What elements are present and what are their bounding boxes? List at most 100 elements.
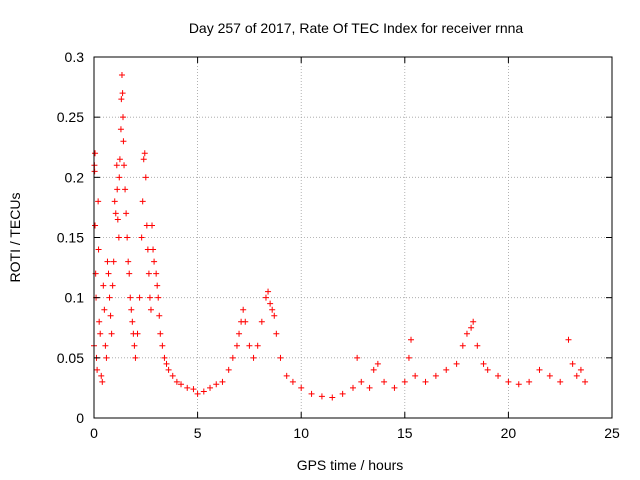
data-point	[100, 282, 107, 289]
data-point	[112, 210, 119, 217]
data-point	[329, 394, 336, 401]
data-point	[165, 366, 172, 373]
data-point	[119, 90, 126, 97]
data-point	[370, 366, 377, 373]
data-point	[127, 294, 134, 301]
data-point	[184, 384, 191, 391]
data-point	[225, 366, 232, 373]
data-point	[194, 390, 201, 397]
data-point	[142, 174, 149, 181]
data-point	[443, 366, 450, 373]
data-point	[318, 393, 325, 400]
data-point	[350, 384, 356, 391]
data-point	[408, 336, 415, 343]
data-point	[262, 294, 269, 301]
x-tick-label: 20	[501, 425, 517, 441]
data-point	[157, 330, 164, 337]
data-point	[150, 246, 157, 253]
data-point	[271, 312, 278, 319]
data-point	[128, 306, 135, 313]
data-point	[129, 318, 136, 325]
data-point	[219, 378, 226, 385]
data-point	[242, 318, 249, 325]
data-point	[105, 270, 112, 277]
data-point	[536, 366, 543, 373]
data-point	[95, 246, 102, 253]
data-point	[366, 384, 373, 391]
data-point	[401, 378, 408, 385]
data-point	[169, 372, 176, 379]
data-point	[94, 366, 101, 373]
data-point	[254, 342, 261, 349]
x-tick-label: 0	[90, 425, 98, 441]
data-point	[104, 258, 111, 265]
data-point	[153, 270, 160, 277]
data-point	[358, 378, 365, 385]
data-point	[95, 198, 102, 205]
data-point	[138, 234, 145, 241]
data-point	[108, 330, 115, 337]
y-tick-label: 0.15	[57, 230, 84, 246]
data-point	[474, 342, 481, 349]
data-point	[145, 270, 152, 277]
data-point	[113, 162, 120, 169]
x-axis-label: GPS time / hours	[297, 457, 404, 473]
data-point	[258, 318, 265, 325]
data-point	[123, 210, 130, 217]
data-point	[374, 360, 381, 367]
data-point	[96, 318, 103, 325]
chart-title: Day 257 of 2017, Rate Of TEC Index for r…	[189, 20, 524, 36]
data-point	[120, 114, 127, 121]
data-point	[114, 216, 121, 223]
data-point	[480, 360, 487, 367]
data-point	[102, 342, 109, 349]
x-tick-label: 5	[194, 425, 202, 441]
x-tick-label: 15	[397, 425, 413, 441]
data-point	[505, 378, 512, 385]
data-point	[178, 381, 185, 388]
data-point	[391, 384, 398, 391]
data-point	[557, 378, 564, 385]
data-point	[495, 372, 502, 379]
data-point	[118, 72, 125, 79]
data-points	[91, 72, 589, 401]
data-point	[91, 168, 98, 175]
data-point	[117, 126, 124, 133]
data-point	[173, 378, 180, 385]
data-point	[110, 258, 117, 265]
data-point	[207, 384, 214, 391]
data-point	[432, 372, 439, 379]
data-point	[213, 381, 220, 388]
data-point	[116, 174, 123, 181]
data-point	[298, 384, 305, 391]
data-point	[463, 330, 470, 337]
data-point	[125, 258, 132, 265]
x-tick-label: 10	[293, 425, 309, 441]
data-point	[289, 378, 296, 385]
data-point	[109, 282, 116, 289]
data-point	[412, 372, 419, 379]
data-point	[233, 342, 240, 349]
data-point	[111, 198, 118, 205]
y-tick-label: 0.1	[65, 290, 85, 306]
data-point	[422, 378, 429, 385]
data-point	[146, 294, 153, 301]
data-point	[132, 354, 139, 361]
data-point	[121, 162, 128, 169]
y-axis-label: ROTI / TECUs	[7, 193, 23, 283]
data-point	[101, 306, 108, 313]
x-tick-label: 25	[604, 425, 620, 441]
data-point	[106, 294, 113, 301]
data-point	[131, 342, 138, 349]
data-point	[147, 306, 154, 313]
data-point	[136, 294, 143, 301]
data-point	[154, 282, 161, 289]
grid-lines	[94, 57, 612, 418]
data-point	[163, 360, 170, 367]
data-point	[470, 318, 477, 325]
data-point	[565, 336, 572, 343]
y-tick-label: 0.05	[57, 350, 84, 366]
y-tick-label: 0.25	[57, 109, 84, 125]
